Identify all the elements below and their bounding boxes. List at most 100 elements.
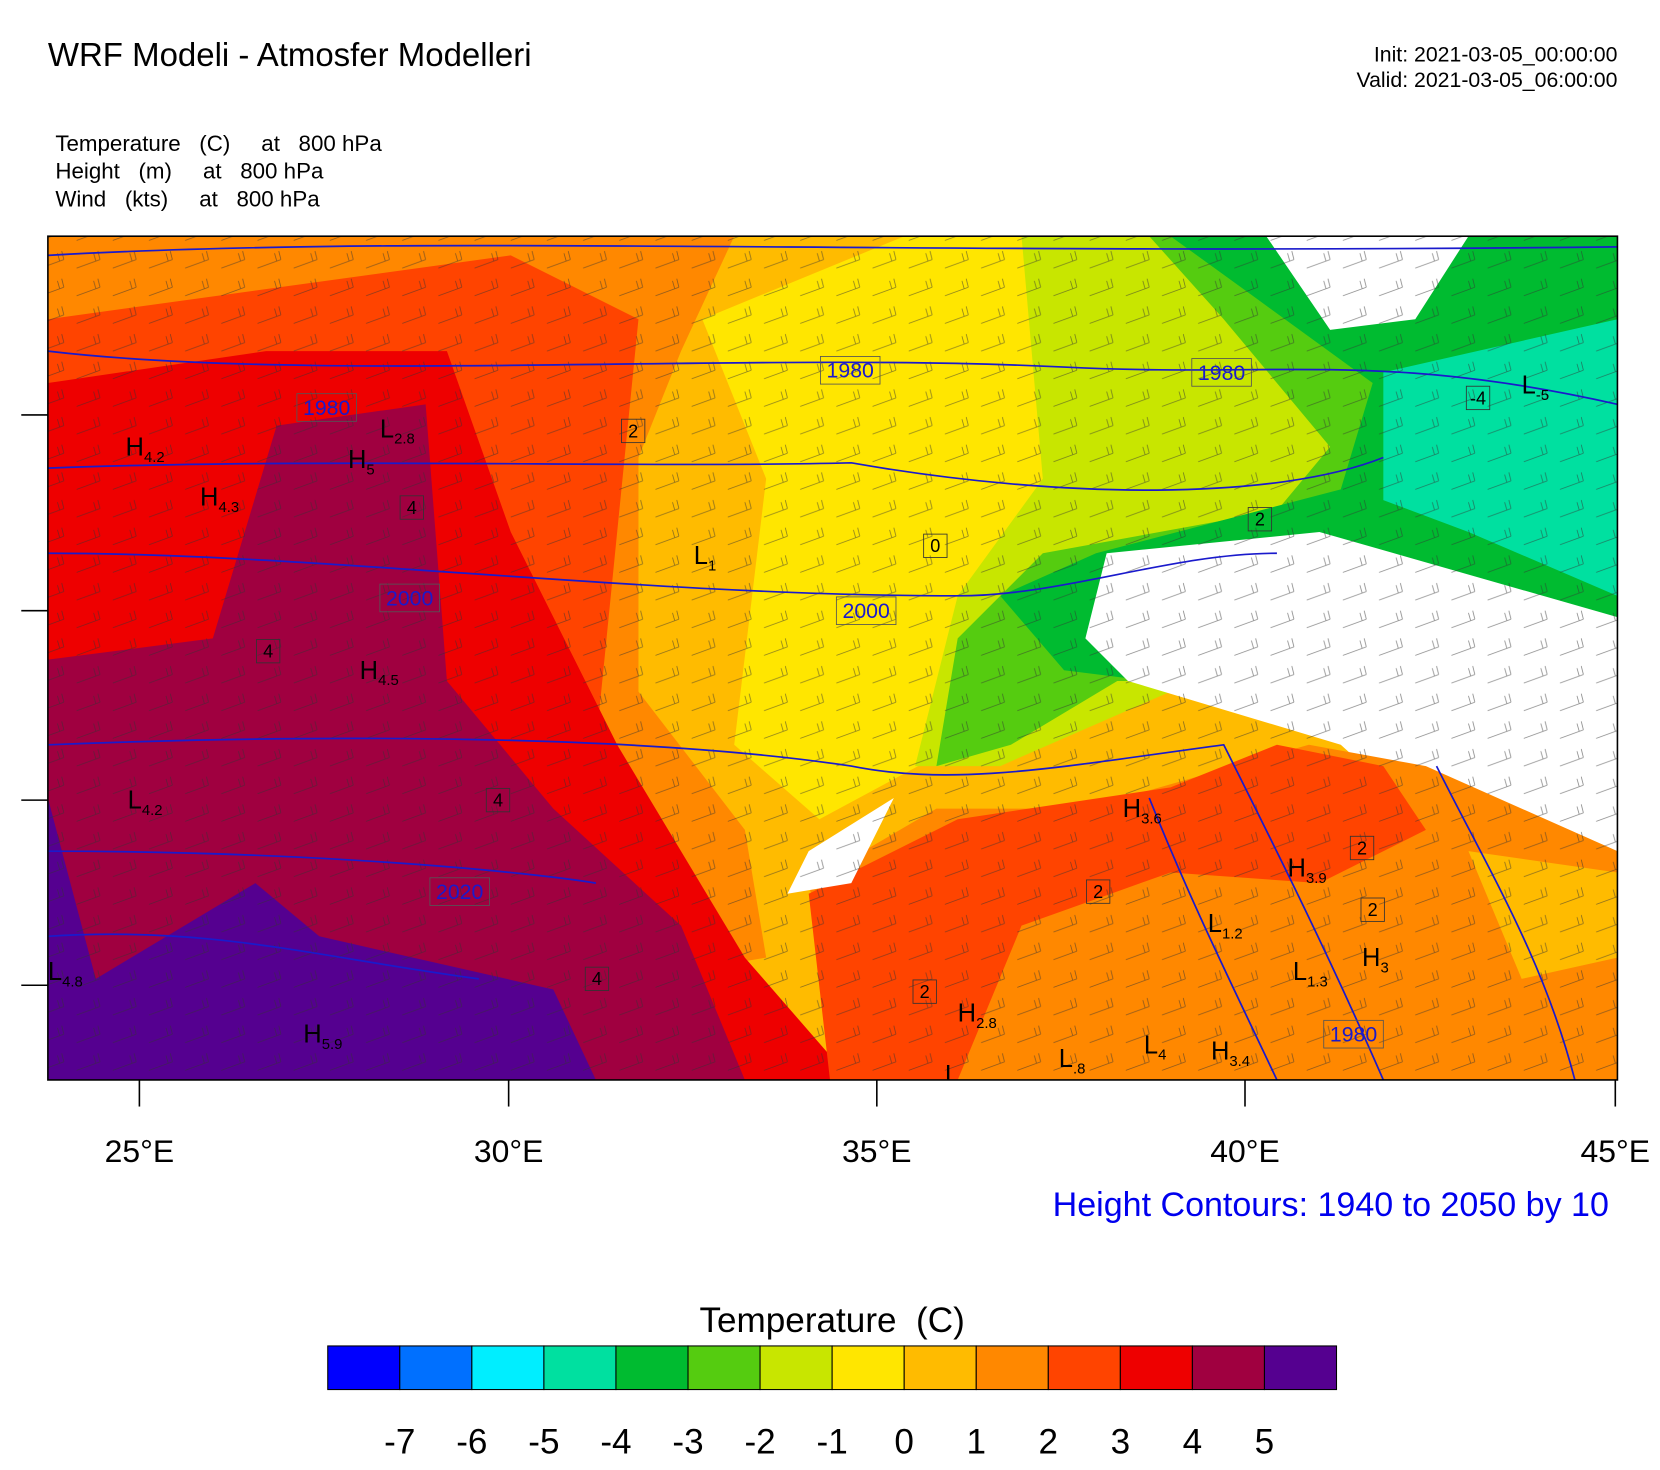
colorbar-box xyxy=(903,1345,977,1391)
colorbar-label: -1 xyxy=(817,1422,848,1461)
contour-label-box xyxy=(923,533,948,558)
colorbar-box xyxy=(1119,1345,1193,1391)
lat-ticks xyxy=(21,414,48,987)
contour-label-box xyxy=(256,639,281,664)
extremum-letter: H xyxy=(1288,855,1306,883)
extremum: L1 xyxy=(694,542,716,574)
x-tick-label: 45°E xyxy=(1581,1133,1651,1169)
colorbar-label: 0 xyxy=(894,1422,914,1461)
extremum-value: 3.9 xyxy=(1306,871,1327,887)
extremum-value: 4 xyxy=(1158,1048,1166,1064)
field-label: Height (m) at 800 hPa xyxy=(55,159,324,184)
extremum: L.7 xyxy=(945,1061,972,1093)
extremum-value: 3.6 xyxy=(1141,812,1162,828)
contour-label-box xyxy=(621,418,646,444)
extremum: H3 xyxy=(1362,944,1389,976)
extremum: H2.8 xyxy=(958,999,997,1031)
colorbar-label: 3 xyxy=(1111,1422,1131,1461)
temp-label: 2 xyxy=(920,982,930,1002)
extremum: H4.2 xyxy=(126,433,165,465)
extremum-value: 3 xyxy=(1380,960,1388,976)
x-tick-label: 25°E xyxy=(105,1133,175,1169)
colorbar-title: Temperature (C) xyxy=(699,1301,964,1340)
colorbar-box xyxy=(687,1345,761,1391)
extremum: L.8 xyxy=(1059,1045,1086,1077)
colorbar-label: 4 xyxy=(1183,1422,1203,1461)
temp-label: 4 xyxy=(407,498,417,518)
colorbar-box xyxy=(831,1345,905,1391)
field-label: Temperature (C) at 800 hPa xyxy=(55,131,382,156)
extremum-value: 3.4 xyxy=(1229,1054,1250,1070)
contour-label-box xyxy=(1247,507,1273,532)
extremum: H3.6 xyxy=(1123,795,1162,827)
height-label: 1980 xyxy=(303,396,350,420)
colorbar-box xyxy=(1047,1345,1121,1391)
temp-label: 2 xyxy=(628,421,638,441)
height-contours xyxy=(47,244,1618,1080)
extremum-value: 5.9 xyxy=(322,1037,343,1053)
temp-label: 0 xyxy=(930,536,940,556)
colorbar-box xyxy=(399,1345,473,1391)
valid-time: Valid: 2021-03-05_06:00:00 xyxy=(1356,68,1617,92)
temp-label: 2 xyxy=(1357,838,1367,858)
colorbar-box xyxy=(1191,1345,1265,1391)
contour-label-box xyxy=(912,979,937,1004)
field-label: Wind (kts) at 800 hPa xyxy=(55,186,320,211)
extremum-letter: H xyxy=(1211,1038,1229,1066)
height-label: 1980 xyxy=(827,359,874,383)
temp-label: -4 xyxy=(1470,388,1486,408)
contour-label-box xyxy=(819,356,881,385)
height-label: 2020 xyxy=(436,880,483,904)
extremum-value: 4.5 xyxy=(378,673,399,689)
extremum-letter: H xyxy=(958,999,976,1027)
extremum: L4.2 xyxy=(128,787,163,819)
contour-label-box xyxy=(379,583,440,613)
temp-label: 4 xyxy=(263,642,273,662)
wind-barbs xyxy=(47,236,1618,1080)
colorbar-label: -3 xyxy=(672,1422,703,1461)
extremum-letter: L xyxy=(380,415,394,443)
contour-note: Height Contours: 1940 to 2050 by 10 xyxy=(1053,1186,1609,1224)
x-tick-label: 40°E xyxy=(1210,1133,1280,1169)
init-time: Init: 2021-03-05_00:00:00 xyxy=(1374,43,1618,67)
extremum-letter: H xyxy=(1362,944,1380,972)
extremum-value: 2.8 xyxy=(394,432,415,448)
contour-label-box xyxy=(1360,897,1385,922)
contour-label-box xyxy=(485,787,511,813)
extremum-value: 1.2 xyxy=(1222,926,1243,942)
map-frame xyxy=(47,235,1619,1081)
contour-label-box xyxy=(1191,358,1252,387)
map-area: 1980 1980 1980 2000 2000 2020 1980 2 4 0 4 4 4 2 2 2 2 2 -… xyxy=(47,236,1618,1093)
colorbar-label: 2 xyxy=(1039,1422,1059,1461)
colorbar-label: -6 xyxy=(456,1422,487,1461)
colorbar-label: -4 xyxy=(600,1422,631,1461)
contour-label-box xyxy=(399,495,424,520)
extremum: H5 xyxy=(348,446,375,478)
height-label: 1980 xyxy=(1198,361,1245,385)
field-list: Temperature (C) at 800 hPa Height (m) at … xyxy=(55,131,382,211)
extremum-letter: L xyxy=(48,958,62,986)
colorbar-label: 1 xyxy=(966,1422,986,1461)
extremum-letter: H xyxy=(1123,795,1141,823)
temp-label: 4 xyxy=(493,791,503,811)
extremum-letter: H xyxy=(126,433,144,461)
height-label: 2000 xyxy=(843,599,890,623)
extremum: L2.8 xyxy=(380,415,415,447)
extremum-letter: L xyxy=(1144,1031,1158,1059)
extremum-value: .8 xyxy=(1073,1062,1085,1078)
extremum-letter: H xyxy=(348,446,366,474)
contour-label-box xyxy=(584,966,610,991)
extremum: L4.8 xyxy=(48,958,83,990)
extremum-letter: L xyxy=(1059,1045,1073,1073)
extremum-value: 4.2 xyxy=(144,450,165,466)
x-tick-label: 35°E xyxy=(842,1133,912,1169)
extremum-value: 5 xyxy=(366,463,374,479)
extremum-letter: L xyxy=(694,542,708,570)
contour-label-box xyxy=(1465,385,1491,411)
extremum-letter: L xyxy=(128,787,142,815)
extremum: L4 xyxy=(1144,1031,1166,1063)
extremum: H4.3 xyxy=(200,483,239,515)
extremum: H5.9 xyxy=(303,1021,342,1053)
extremum-value: 1 xyxy=(708,558,716,574)
extremum-value: 4.2 xyxy=(142,803,163,819)
